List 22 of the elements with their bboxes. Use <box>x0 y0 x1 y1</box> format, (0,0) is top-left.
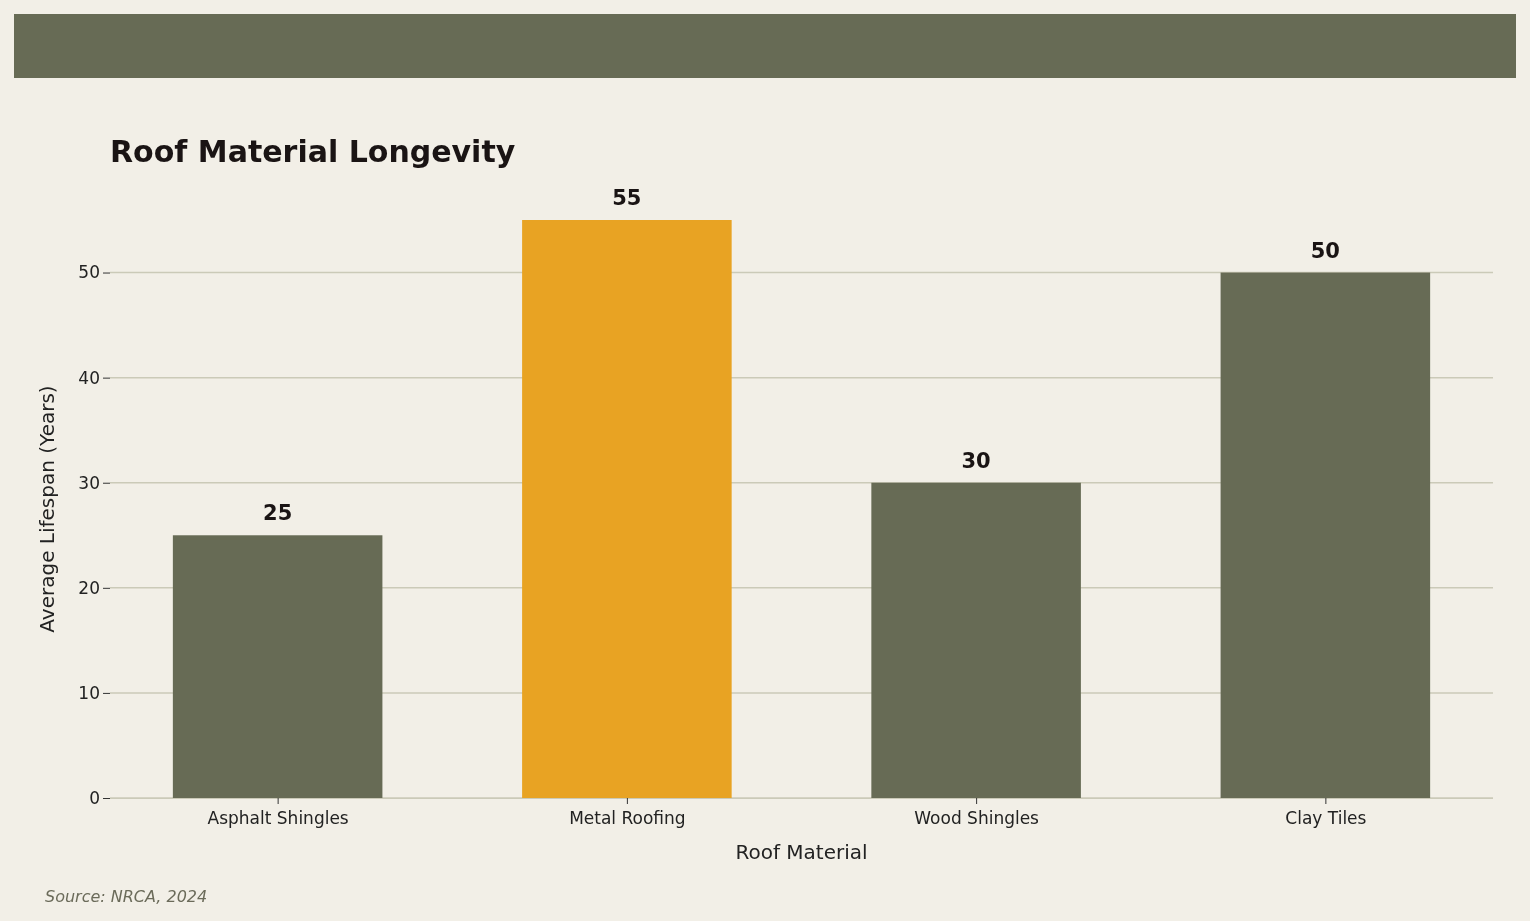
bar <box>1220 272 1431 798</box>
x-tick-label: Clay Tiles <box>1285 808 1367 828</box>
y-tick-label: 40 <box>78 367 100 388</box>
bar <box>871 482 1081 798</box>
y-tick-label: 20 <box>78 577 100 598</box>
x-tick-label: Wood Shingles <box>914 808 1040 828</box>
data-label: 30 <box>961 448 991 473</box>
bar <box>522 220 732 798</box>
data-label: 55 <box>612 186 642 210</box>
y-tick-label: 0 <box>89 787 100 808</box>
x-tick-label: Metal Roofing <box>569 808 686 828</box>
source-note: Source: NRCA, 2024 <box>45 887 208 906</box>
y-axis-title: Average Lifespan (Years) <box>35 385 59 633</box>
data-label: 50 <box>1310 238 1340 263</box>
y-tick-label: 10 <box>78 682 100 703</box>
bar <box>172 535 383 798</box>
x-axis-title: Roof Material <box>735 840 868 864</box>
y-tick-label: 30 <box>78 472 100 493</box>
data-label: 25 <box>263 501 293 526</box>
x-tick-label: Asphalt Shingles <box>207 808 349 828</box>
y-tick-label: 50 <box>78 262 100 283</box>
chart-title: Roof Material Longevity <box>110 134 516 169</box>
